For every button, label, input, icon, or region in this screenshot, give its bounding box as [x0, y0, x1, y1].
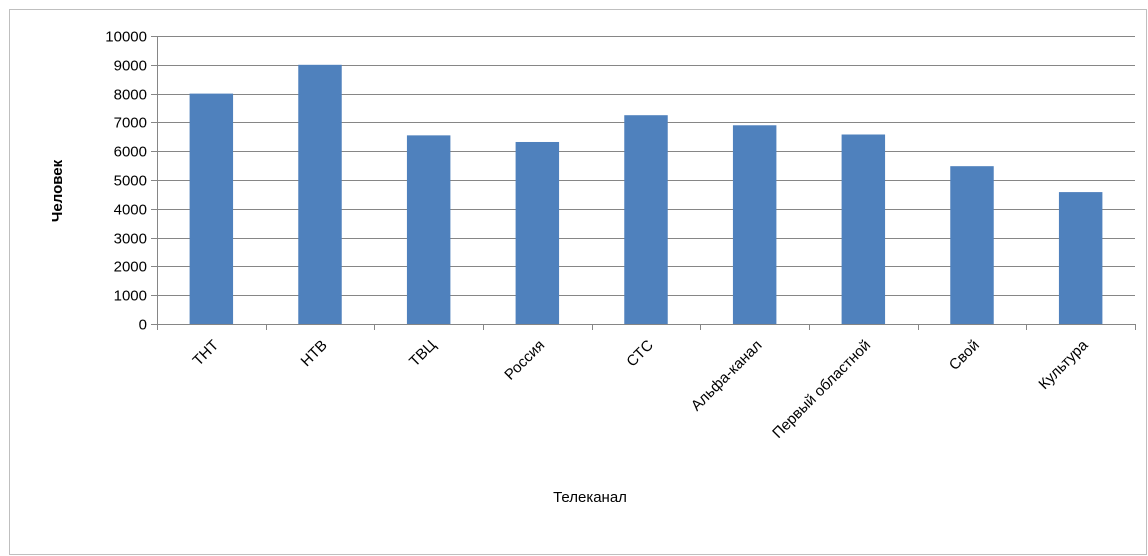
y-tick-label: 0: [139, 317, 147, 334]
y-tick-labels: 0 1000 2000 3000 4000 5000 6000 7000 8000 9000 100…: [105, 29, 147, 334]
y-tick-label: 9000: [114, 58, 147, 75]
bar: [515, 141, 560, 324]
bar-chart: 0 1000 2000 3000 4000 5000 6000 7000 8000 9000 100…: [49, 29, 1136, 506]
x-axis-title: Телеканал: [553, 489, 627, 506]
bars: [189, 64, 1103, 325]
y-tick-label: 7000: [114, 115, 147, 132]
y-tick-label: 4000: [114, 202, 147, 219]
bar: [298, 64, 342, 325]
bar: [732, 125, 777, 324]
x-tick-label: Культура: [1035, 336, 1092, 393]
y-tick-label: 3000: [114, 231, 147, 248]
x-tick-label: Первый областной: [769, 337, 874, 442]
bar: [189, 93, 234, 324]
bar: [841, 134, 886, 324]
axes: [151, 36, 1136, 330]
y-tick-label: 6000: [114, 144, 147, 161]
bar: [406, 135, 451, 324]
x-tick-label: СТС: [623, 337, 657, 371]
bar: [624, 115, 668, 324]
x-tick-labels: ТНТ НТВ ТВЦ Россия СТС Альфа-канал Первый обла…: [190, 336, 1092, 441]
y-tick-label: 8000: [114, 87, 147, 104]
x-tick-label: ТВЦ: [406, 337, 439, 370]
x-tick-label: Альфа-канал: [688, 337, 766, 415]
x-tick-label: Россия: [501, 337, 548, 384]
y-axis-title: Человек: [49, 159, 66, 222]
x-tick-label: Свой: [946, 337, 983, 374]
y-tick-label: 1000: [114, 288, 147, 305]
chart-area: 0 1000 2000 3000 4000 5000 6000 7000 8000 9000 100…: [9, 9, 1147, 555]
bar: [1058, 192, 1103, 324]
y-tick-label: 2000: [114, 259, 147, 276]
x-tick-label: НТВ: [298, 337, 331, 370]
y-tick-label: 10000: [105, 29, 147, 46]
y-tick-label: 5000: [114, 173, 147, 190]
bar: [950, 166, 994, 324]
x-tick-label: ТНТ: [190, 337, 223, 370]
